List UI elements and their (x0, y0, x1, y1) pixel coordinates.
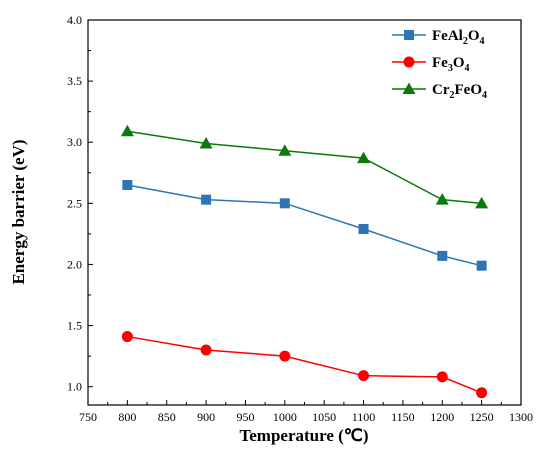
x-tick-label: 1000 (273, 410, 297, 424)
x-axis-title: Temperature (℃) (239, 426, 368, 445)
y-axis-ticks: 1.0 1.5 2.0 2.5 3.0 3.5 4.0 (67, 13, 93, 394)
legend-item: Cr2FeO4 (392, 82, 487, 101)
data-point (279, 198, 290, 209)
x-tick-label: 1150 (391, 410, 415, 424)
y-tick-label: 3.5 (67, 74, 82, 88)
series-FeAl2O4 (122, 180, 487, 271)
y-tick-label: 3.0 (67, 135, 82, 149)
x-axis-ticks: 750 800 850 900 950 1000 1050 1100 1150 1200 1250 1… (79, 400, 533, 424)
x-tick-label: 800 (118, 410, 136, 424)
y-axis-title: Energy barrier (eV) (9, 139, 28, 284)
data-point (201, 194, 212, 205)
data-point (358, 370, 370, 382)
data-point (476, 387, 488, 399)
series-line (127, 184, 482, 267)
plot-area: 750 800 850 900 950 1000 1050 1100 1150 1200 1250 1… (67, 13, 533, 424)
x-tick-label: 1200 (430, 410, 454, 424)
legend-label: FeAl2O4 (432, 28, 485, 47)
y-tick-label: 2.5 (67, 196, 82, 210)
legend: FeAl2O4 Fe3O4 Cr2FeO4 (392, 28, 487, 101)
legend-marker (402, 82, 416, 94)
data-point (199, 136, 213, 149)
legend-marker (404, 30, 414, 40)
series-line (127, 335, 482, 394)
x-tick-label: 1300 (509, 410, 533, 424)
data-point (358, 224, 369, 234)
legend-label: Fe3O4 (432, 55, 470, 74)
data-point (278, 144, 292, 156)
y-tick-label: 4.0 (67, 13, 82, 27)
data-point (475, 196, 489, 209)
legend-item: FeAl2O4 (392, 28, 485, 47)
data-point (120, 124, 134, 137)
x-tick-label: 850 (158, 410, 176, 424)
data-point (200, 344, 212, 356)
x-tick-label: 900 (197, 410, 215, 424)
data-point (122, 180, 133, 190)
data-point (279, 350, 291, 362)
data-point (357, 151, 371, 164)
legend-marker (403, 56, 415, 68)
plot-frame (87, 19, 522, 406)
data-point (121, 331, 133, 343)
x-tick-label: 1250 (470, 410, 494, 424)
legend-label: Cr2FeO4 (432, 82, 487, 101)
data-point (436, 371, 448, 383)
legend-item: Fe3O4 (392, 55, 470, 74)
series-layer (120, 124, 489, 399)
data-point (437, 250, 448, 261)
y-tick-label: 1.0 (67, 380, 82, 394)
series-line (127, 130, 482, 205)
data-point (435, 193, 449, 205)
y-tick-label: 1.5 (67, 319, 82, 333)
x-tick-label: 1050 (312, 410, 336, 424)
series-Cr2FeO4 (120, 124, 489, 209)
y-tick-label: 2.0 (67, 257, 82, 271)
x-tick-label: 750 (79, 410, 97, 424)
x-tick-label: 1100 (352, 410, 376, 424)
series-Fe3O4 (121, 331, 488, 399)
x-tick-label: 950 (236, 410, 254, 424)
data-point (476, 260, 487, 271)
